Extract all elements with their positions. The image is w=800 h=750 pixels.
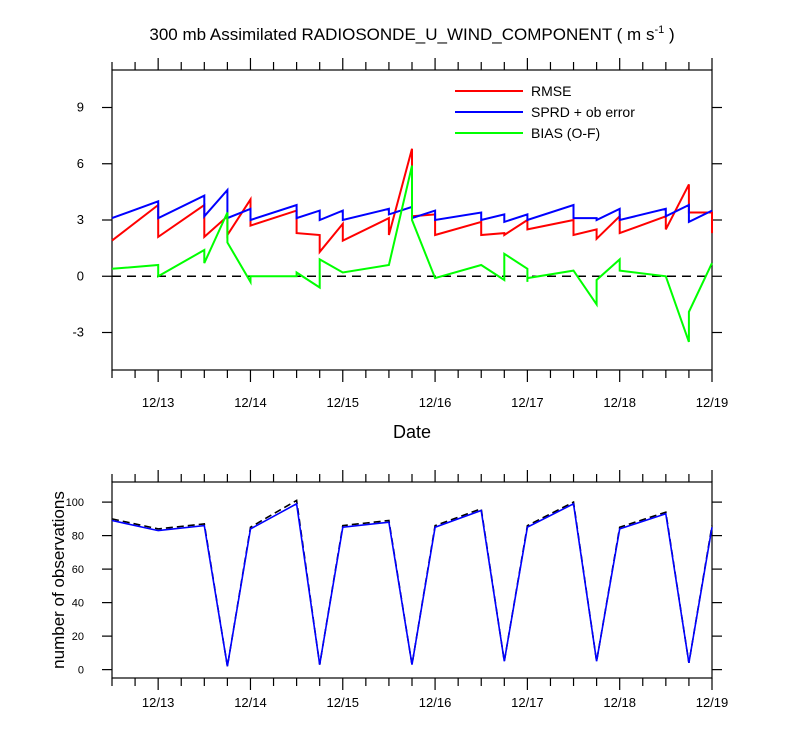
y-tick-label: 6 — [77, 156, 84, 171]
x-tick-label: 12/16 — [419, 695, 452, 710]
bottom-x-tick-labels: 12/13 12/14 12/15 12/16 12/17 12/18 12/19 — [142, 695, 728, 710]
x-tick-label: 12/15 — [326, 695, 359, 710]
top-chart-title: 300 mb Assimilated RADIOSONDE_U_WIND_COM… — [149, 24, 674, 44]
x-tick-label: 12/16 — [419, 395, 452, 410]
bottom-ticks — [102, 470, 722, 690]
x-tick-label: 12/19 — [696, 395, 729, 410]
y-tick-label: 20 — [72, 631, 84, 643]
y-tick-label: 60 — [72, 564, 84, 576]
y-tick-label: 100 — [66, 497, 84, 509]
legend-label: BIAS (O-F) — [531, 125, 600, 141]
bottom-y-tick-labels: 0 20 40 60 80 100 — [66, 497, 84, 677]
top-series — [111, 148, 713, 343]
bottom-series — [111, 499, 713, 667]
x-tick-label: 12/14 — [234, 695, 267, 710]
x-tick-label: 12/14 — [234, 395, 267, 410]
y-tick-label: 0 — [77, 268, 84, 283]
bottom-plot-frame — [111, 481, 713, 679]
top-x-tick-labels: 12/13 12/14 12/15 12/16 12/17 12/18 12/19 — [142, 395, 728, 410]
legend-label: SPRD + ob error — [531, 104, 635, 120]
y-tick-label: -3 — [72, 325, 84, 340]
top-x-axis-label: Date — [393, 422, 431, 442]
bottom-y-axis-label: number of observations — [49, 491, 68, 669]
y-tick-label: 80 — [72, 531, 84, 543]
x-tick-label: 12/13 — [142, 695, 175, 710]
x-tick-label: 12/18 — [603, 695, 636, 710]
series-line-solid-1 — [111, 502, 713, 667]
legend: RMSE SPRD + ob error BIAS (O-F) — [455, 83, 635, 141]
x-tick-label: 12/18 — [603, 395, 636, 410]
top-y-tick-labels: -3 0 3 6 9 — [72, 100, 84, 340]
x-tick-label: 12/17 — [511, 695, 544, 710]
legend-label: RMSE — [531, 83, 571, 99]
x-tick-label: 12/19 — [696, 695, 729, 710]
x-tick-label: 12/15 — [326, 395, 359, 410]
x-tick-label: 12/13 — [142, 395, 175, 410]
y-tick-label: 0 — [78, 665, 84, 677]
y-tick-label: 40 — [72, 598, 84, 610]
top-ticks — [102, 58, 722, 382]
series-line-sprd-ob-error — [111, 187, 713, 224]
y-tick-label: 3 — [77, 212, 84, 227]
x-tick-label: 12/17 — [511, 395, 544, 410]
top-chart: 300 mb Assimilated RADIOSONDE_U_WIND_COM… — [72, 24, 728, 442]
series-line-bias-o-f — [111, 165, 713, 343]
y-tick-label: 9 — [77, 100, 84, 115]
